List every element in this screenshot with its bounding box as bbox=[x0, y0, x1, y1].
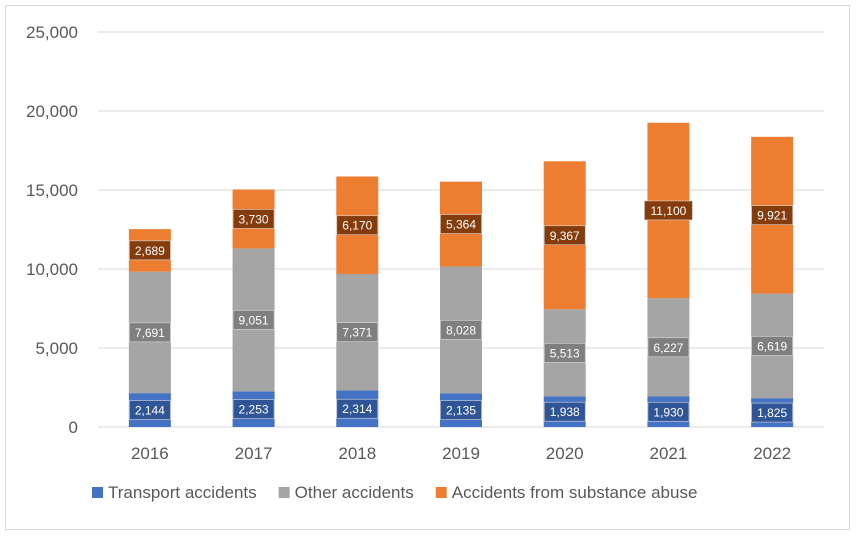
data-label-box bbox=[129, 400, 171, 420]
data-label-box bbox=[440, 214, 482, 234]
data-label: 7,691 bbox=[135, 326, 165, 340]
data-label: 5,364 bbox=[446, 218, 476, 232]
data-label-box bbox=[232, 209, 275, 229]
data-label-box bbox=[129, 322, 171, 343]
data-label: 8,028 bbox=[446, 323, 476, 337]
x-tick-label: 2019 bbox=[442, 444, 480, 463]
data-label: 2,135 bbox=[446, 404, 476, 418]
data-label: 1,825 bbox=[757, 406, 787, 420]
data-label: 6,619 bbox=[757, 339, 787, 353]
y-tick-label: 20,000 bbox=[26, 102, 78, 121]
bars bbox=[128, 122, 794, 427]
data-label-box bbox=[129, 240, 171, 261]
x-tick-label: 2022 bbox=[753, 444, 791, 463]
x-tick-label: 2017 bbox=[235, 444, 273, 463]
data-label-box bbox=[543, 343, 586, 363]
data-label: 9,367 bbox=[550, 229, 580, 243]
stacked-bar-chart: 0 5,000 10,000 15,000 20,000 25,000 2,144 7,69… bbox=[26, 23, 824, 502]
y-axis-tick-labels: 0 5,000 10,000 15,000 20,000 25,000 bbox=[26, 23, 78, 437]
data-label: 3,730 bbox=[239, 212, 269, 226]
data-label: 9,051 bbox=[239, 313, 269, 327]
legend-entry: Accidents from substance abuse bbox=[452, 483, 698, 502]
y-tick-label: 25,000 bbox=[26, 23, 78, 42]
y-tick-label: 15,000 bbox=[26, 181, 78, 200]
legend-swatch bbox=[278, 487, 290, 498]
data-label: 5,513 bbox=[550, 346, 580, 360]
x-tick-label: 2021 bbox=[650, 444, 688, 463]
data-label: 7,371 bbox=[342, 326, 372, 340]
data-label: 2,253 bbox=[239, 403, 269, 417]
x-axis-tick-labels: 2016 2017 2018 2019 2020 2021 2022 bbox=[131, 444, 791, 463]
data-labels: 2,144 7,691 2,689 2,253 9,051 3,730 2,314 7,371… bbox=[129, 200, 793, 423]
data-label: 6,227 bbox=[653, 341, 683, 355]
data-label: 2,689 bbox=[135, 244, 165, 258]
data-label-box bbox=[751, 336, 793, 356]
data-label-box bbox=[440, 400, 482, 420]
data-label: 9,921 bbox=[757, 209, 787, 223]
x-tick-label: 2016 bbox=[131, 444, 169, 463]
data-label-box bbox=[336, 398, 379, 419]
data-label-box bbox=[232, 310, 275, 330]
data-label-box bbox=[336, 322, 379, 343]
y-tick-label: 5,000 bbox=[35, 339, 78, 358]
legend: Transport accidents Other accidents Accide… bbox=[92, 483, 697, 502]
data-label-box bbox=[751, 402, 793, 423]
data-label-box bbox=[543, 225, 586, 246]
y-tick-label: 10,000 bbox=[26, 260, 78, 279]
legend-swatch bbox=[435, 487, 447, 498]
legend-entry: Other accidents bbox=[295, 483, 414, 502]
data-label-box bbox=[647, 401, 690, 422]
chart-frame: 0 5,000 10,000 15,000 20,000 25,000 2,144 7,69… bbox=[5, 5, 850, 530]
data-label: 11,100 bbox=[651, 204, 687, 218]
data-label-box bbox=[232, 399, 275, 420]
data-label: 6,170 bbox=[342, 219, 372, 233]
data-label-box bbox=[647, 337, 690, 358]
data-label-box bbox=[440, 320, 482, 340]
data-label: 2,144 bbox=[135, 404, 165, 418]
x-tick-label: 2020 bbox=[546, 444, 584, 463]
x-tick-label: 2018 bbox=[338, 444, 376, 463]
legend-swatch bbox=[92, 487, 103, 498]
data-label-box bbox=[336, 215, 379, 236]
data-label: 1,938 bbox=[550, 405, 580, 419]
data-label-box bbox=[751, 205, 793, 226]
data-label: 1,930 bbox=[653, 405, 683, 419]
data-label: 2,314 bbox=[342, 402, 372, 416]
y-tick-label: 0 bbox=[69, 418, 78, 437]
data-label-box bbox=[644, 200, 693, 221]
data-label-box bbox=[543, 401, 586, 422]
legend-entry: Transport accidents bbox=[108, 483, 257, 502]
